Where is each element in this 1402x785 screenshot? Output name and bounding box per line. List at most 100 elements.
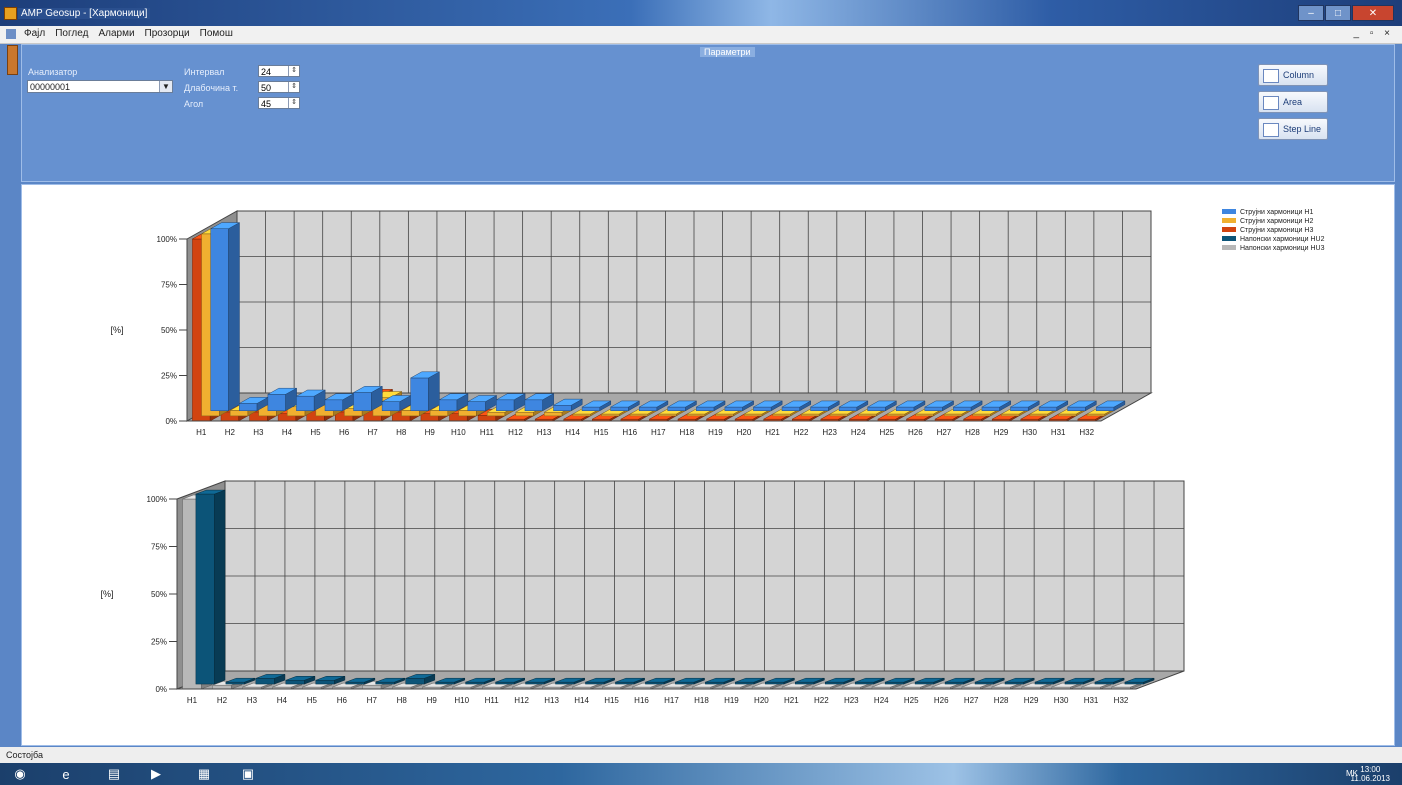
bar-top	[675, 677, 705, 683]
bar-top	[209, 222, 241, 229]
menu-item-3[interactable]: Аларми	[98, 28, 135, 39]
clock-time: 13:00	[1360, 765, 1381, 774]
bar-front	[515, 411, 534, 417]
bar-front	[429, 410, 449, 417]
bar-front	[974, 681, 994, 685]
bar-front	[610, 406, 629, 411]
bar-front	[981, 406, 1000, 411]
side-dock-tab[interactable]	[7, 45, 18, 75]
bar-Напонски-хармоници-HU2-H25	[914, 677, 945, 685]
chart-x-tick-label: H5	[310, 428, 321, 437]
bar-front	[486, 411, 506, 417]
angle-stepper[interactable]: 45 ⇕	[258, 97, 300, 109]
chart-x-tick-label: H21	[765, 428, 780, 437]
bar-Напонски-хармоници-HU2-H17	[675, 677, 705, 685]
bar-top	[974, 677, 1005, 683]
bar-front	[324, 399, 343, 411]
bar-top	[866, 400, 898, 408]
window-title: AMP Geosup - [Хармоници]	[18, 8, 151, 19]
stepline-chart-button[interactable]: Step Line	[1258, 118, 1328, 140]
maximize-button[interactable]: □	[1325, 5, 1351, 21]
bar-Напонски-хармоници-HU2-H16	[645, 677, 675, 685]
browser-icon[interactable]: e	[62, 766, 70, 782]
interval-value: 24	[261, 67, 272, 77]
bar-front	[838, 406, 858, 411]
chart-x-tick-label: H15	[604, 696, 619, 705]
bar-Напонски-хармоници-HU2-H18	[705, 677, 735, 685]
bar-top	[695, 400, 726, 408]
bar-Напонски-хармоници-HU2-H20	[765, 677, 795, 685]
bar-front	[884, 681, 905, 685]
bar-Струјни-хармоници-H1-H7	[381, 395, 412, 412]
bar-front	[401, 410, 420, 417]
bar-top	[495, 677, 525, 683]
bar-top	[752, 400, 784, 408]
bar-Напонски-хармоници-HU2-H26	[944, 677, 975, 685]
media-player-icon[interactable]: ▶	[151, 766, 161, 781]
chart-x-tick-label: H29	[1024, 696, 1039, 705]
bar-front	[601, 413, 620, 417]
minimize-button[interactable]: –	[1298, 5, 1324, 21]
remote-app-icon[interactable]: ▣	[241, 766, 255, 781]
bar-top	[255, 674, 286, 679]
bar-Струјни-хармоници-H1-H24	[866, 400, 898, 412]
close-button[interactable]: ✕	[1352, 5, 1394, 21]
bar-Напонски-хармоници-HU2-H9	[435, 677, 466, 685]
bar-top	[1064, 677, 1095, 683]
bar-front	[675, 681, 695, 685]
bar-front	[210, 228, 229, 411]
interval-stepper[interactable]: 24 ⇕	[258, 65, 300, 77]
bar-Напонски-хармоници-HU2-H30	[1064, 677, 1095, 685]
spin-arrows-icon[interactable]: ⇕	[288, 98, 299, 108]
menu-item-2[interactable]: Поглед	[55, 28, 89, 39]
bar-front	[765, 681, 785, 685]
bar-top	[375, 677, 405, 683]
bar-front	[555, 681, 575, 685]
status-text: Состојба	[6, 750, 43, 760]
chart-x-tick-label: H20	[754, 696, 769, 705]
column-chart-button[interactable]: Column	[1258, 64, 1328, 86]
folder-icon[interactable]: ▤	[107, 766, 121, 781]
app-taskbar-icon[interactable]: ▦	[197, 766, 211, 781]
menu-item-1[interactable]: Фајл	[24, 28, 46, 39]
spin-arrows-icon[interactable]: ⇕	[288, 66, 299, 76]
bar-top	[615, 677, 645, 683]
bar-top	[466, 395, 498, 402]
document-icon[interactable]	[6, 29, 16, 39]
tray-language[interactable]: MK	[1346, 769, 1358, 778]
bar-front	[705, 681, 725, 685]
bar-Струјни-хармоници-H1-H29	[1009, 400, 1041, 412]
spin-arrows-icon[interactable]: ⇕	[288, 82, 299, 92]
bar-front	[886, 413, 906, 417]
legend-swatch	[1222, 218, 1236, 223]
meter-select-value: 00000001	[30, 82, 71, 92]
start-icon[interactable]: ◉	[14, 766, 26, 781]
bar-front	[435, 681, 455, 685]
bar-Напонски-хармоници-HU2-H27	[974, 677, 1005, 685]
mdi-controls[interactable]: _ ▫ ×	[1353, 28, 1394, 39]
bar-Струјни-хармоници-H1-H25	[895, 400, 926, 412]
bar-front	[345, 681, 365, 685]
bar-Струјни-хармоници-H1-H12	[523, 393, 555, 412]
bar-top	[345, 677, 375, 683]
depth-stepper[interactable]: 50 ⇕	[258, 81, 300, 93]
bar-front	[495, 681, 515, 685]
bar-front	[801, 413, 820, 417]
menu-item-4[interactable]: Прозорци	[144, 28, 190, 39]
bar-front	[795, 681, 815, 685]
legend-swatch	[1222, 209, 1236, 214]
chevron-down-icon[interactable]: ▼	[159, 81, 172, 92]
chart-1: 0% 25% 50% 75% 100% [%] H1 H2 H3 H4 H5 H6 H7 H8 H9 H10 H…	[110, 210, 1153, 437]
menu-item-5[interactable]: Помош	[199, 28, 233, 39]
legend-label: Струјни хармоници H2	[1240, 218, 1313, 225]
depth-label: Длабочина т.	[184, 83, 239, 93]
area-button-label: Area	[1283, 97, 1303, 107]
clock[interactable]: 13:00 11.06.2013	[1351, 765, 1390, 783]
bar-Струјни-хармоници-H1-H19	[723, 400, 755, 412]
meter-select[interactable]: 00000001 ▼	[27, 80, 173, 93]
chart-x-tick-label: H6	[337, 696, 348, 705]
area-chart-button[interactable]: Area	[1258, 91, 1328, 113]
bar-top	[809, 400, 841, 408]
bar-Струјни-хармоници-H1-H20	[752, 400, 784, 412]
bar-front	[239, 403, 258, 411]
